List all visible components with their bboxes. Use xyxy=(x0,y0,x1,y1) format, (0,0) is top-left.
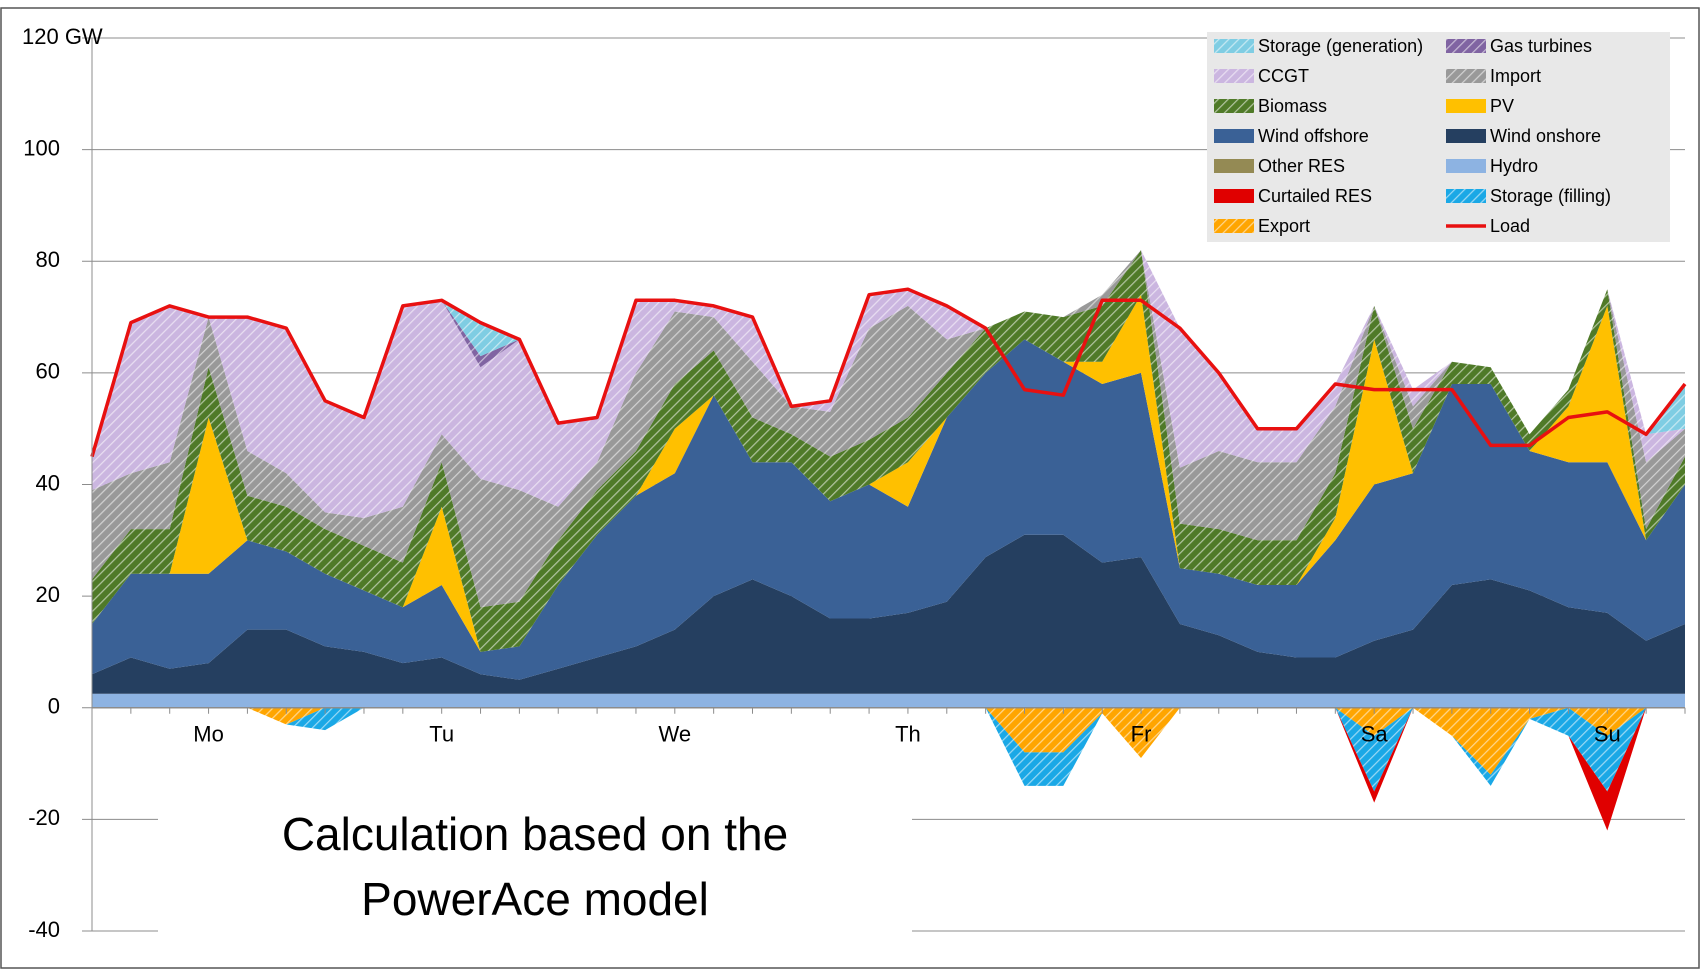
legend-label: CCGT xyxy=(1258,66,1309,86)
area xyxy=(92,339,1685,680)
legend-label: Wind onshore xyxy=(1490,126,1601,146)
x-tick-label: We xyxy=(659,722,692,747)
y-tick-label: -20 xyxy=(28,805,60,830)
y-tick-label: 40 xyxy=(36,470,60,495)
area xyxy=(92,534,1685,694)
legend-label: Storage (filling) xyxy=(1490,186,1611,206)
legend-swatch xyxy=(1446,69,1486,83)
annotation: Calculation based on the PowerAce model xyxy=(158,808,912,962)
legend-label: PV xyxy=(1490,96,1514,116)
y-tick-label: 0 xyxy=(48,694,60,719)
x-tick-label: Th xyxy=(895,722,921,747)
legend-label: Import xyxy=(1490,66,1541,86)
legend-label: Storage (generation) xyxy=(1258,36,1423,56)
areas xyxy=(90,250,1687,831)
load-line xyxy=(90,287,1687,458)
axis: -40 -20 0 20 40 60 80 100 120 GW Mo Tu We Th Fr Sa Su xyxy=(22,24,1686,942)
legend-swatch xyxy=(1446,129,1486,143)
legend-swatch xyxy=(1446,159,1486,173)
legend-swatch xyxy=(1214,219,1254,233)
x-tick-label: Mo xyxy=(193,722,224,747)
annotation-box xyxy=(158,812,912,962)
y-tick-label: 80 xyxy=(36,247,60,272)
legend: Storage (generation) Gas turbines CCGT Impo… xyxy=(1207,32,1670,242)
x-tick-label: Tu xyxy=(429,722,454,747)
legend-swatch xyxy=(1214,69,1254,83)
annotation-line: PowerAce model xyxy=(361,873,709,925)
legend-label: Gas turbines xyxy=(1490,36,1592,56)
legend-box xyxy=(1207,32,1670,242)
area xyxy=(92,250,1685,518)
x-tick-label: Fr xyxy=(1131,722,1152,747)
area xyxy=(92,250,1685,608)
y-tick-label: 120 GW xyxy=(22,24,103,49)
legend-swatch xyxy=(1446,189,1486,203)
legend-swatch xyxy=(1214,39,1254,53)
area xyxy=(92,707,1685,792)
x-tick-label: Su xyxy=(1594,722,1621,747)
legend-swatch xyxy=(1214,189,1254,203)
y-tick-label: 100 xyxy=(23,135,60,160)
y-tick-label: 60 xyxy=(36,359,60,384)
legend-swatch xyxy=(1214,99,1254,113)
legend-swatch xyxy=(1214,159,1254,173)
y-tick-label: 20 xyxy=(36,582,60,607)
area xyxy=(92,693,1685,708)
area xyxy=(92,250,1685,652)
annotation-line: Calculation based on the xyxy=(282,808,788,860)
legend-swatch xyxy=(1446,39,1486,53)
legend-swatch xyxy=(1214,129,1254,143)
legend-label: Biomass xyxy=(1258,96,1327,116)
legend-label: Load xyxy=(1490,216,1530,236)
y-tick-label: -40 xyxy=(28,917,60,942)
area xyxy=(92,707,1685,775)
x-tick-label: Sa xyxy=(1361,722,1389,747)
legend-label: Hydro xyxy=(1490,156,1538,176)
legend-label: Wind offshore xyxy=(1258,126,1369,146)
legend-label: Curtailed RES xyxy=(1258,186,1372,206)
area xyxy=(92,294,1685,652)
legend-label: Other RES xyxy=(1258,156,1345,176)
legend-swatch xyxy=(1446,99,1486,113)
legend-label: Export xyxy=(1258,216,1310,236)
